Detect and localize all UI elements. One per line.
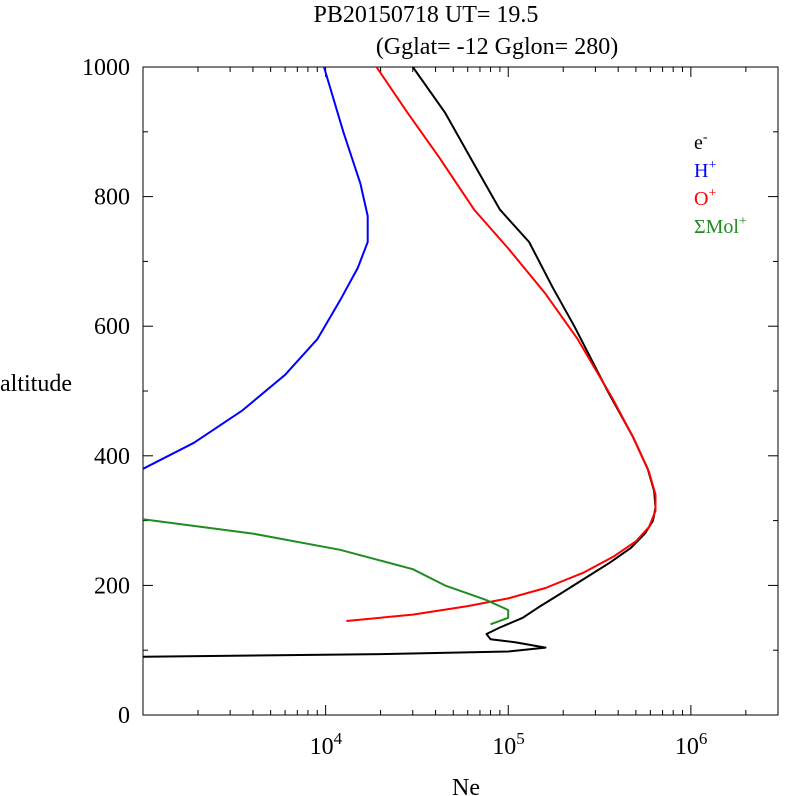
y-tick-label: 1000 (82, 55, 130, 81)
axis-ticks: 0 200 400 600 800 1000 104 105 106 (82, 55, 779, 760)
legend-entry: e- (694, 130, 708, 154)
y-tick-label: 800 (94, 185, 130, 211)
x-tick-label: 104 (310, 729, 343, 760)
x-tick-label: 105 (492, 729, 524, 760)
series-layer (142, 66, 657, 658)
series-line (142, 66, 657, 658)
plot-frame (142, 66, 779, 716)
legend-entry: ΣMol+ (694, 214, 747, 238)
y-tick-label: 200 (94, 573, 130, 599)
chart-subtitle: (Gglat= -12 Gglon= 280) (376, 34, 618, 60)
series-line (346, 66, 657, 622)
x-axis-label: Ne (452, 775, 480, 796)
legend: e- H+ O+ ΣMol+ (694, 130, 747, 238)
y-axis-label: altitude (0, 371, 72, 397)
series-line (142, 66, 369, 470)
series-line (142, 518, 510, 626)
legend-entry: H+ (694, 158, 716, 182)
x-tick-label: 106 (675, 729, 708, 760)
y-tick-label: 0 (118, 703, 130, 729)
y-tick-label: 600 (94, 314, 130, 340)
legend-entry: O+ (694, 186, 716, 210)
y-tick-label: 400 (94, 444, 130, 470)
chart-title: PB20150718 UT= 19.5 (314, 2, 539, 28)
